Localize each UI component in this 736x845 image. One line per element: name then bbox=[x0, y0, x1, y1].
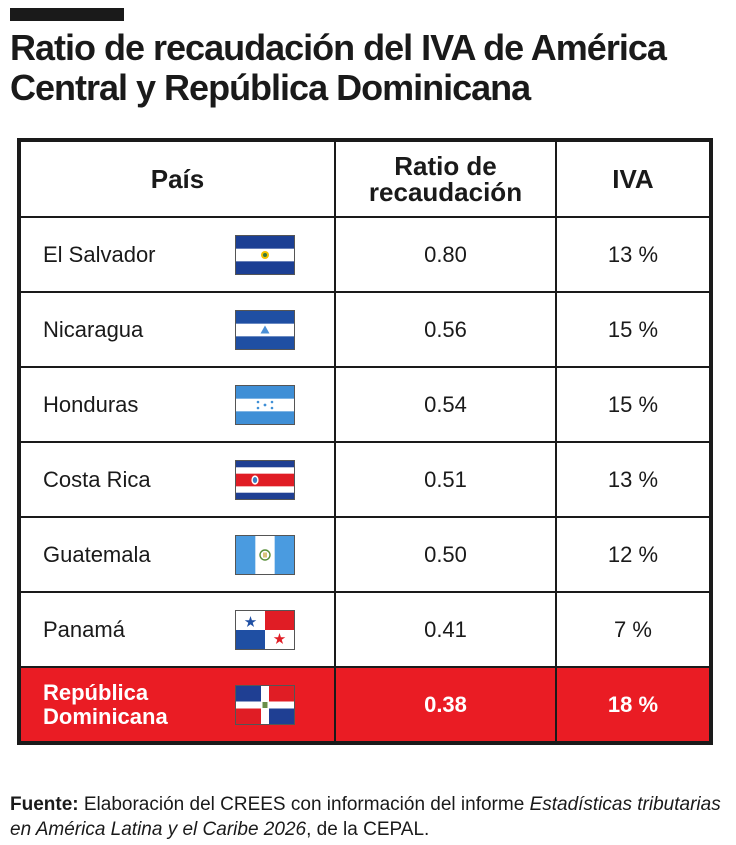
table-row: Panamá 0.41 7 % bbox=[18, 591, 712, 668]
country-cell: Honduras bbox=[18, 366, 336, 443]
table-header-row: País Ratio de recaudación IVA bbox=[18, 139, 712, 218]
column-header-country: País bbox=[18, 139, 336, 218]
el-salvador-flag-icon bbox=[235, 234, 295, 275]
country-cell: Panamá bbox=[18, 591, 336, 668]
dominican-republic-flag-icon bbox=[235, 684, 295, 725]
source-note: Fuente: Elaboración del CREES con inform… bbox=[10, 792, 726, 842]
country-cell: Guatemala bbox=[18, 516, 336, 593]
table-row: Costa Rica 0.51 13 % bbox=[18, 441, 712, 518]
column-header-ratio: Ratio de recaudación bbox=[334, 139, 557, 218]
ratio-cell: 0.51 bbox=[334, 441, 557, 518]
source-report-title: Estadísticas tributarias en América Lati… bbox=[10, 794, 721, 840]
source-text-before: Elaboración del CREES con información de… bbox=[78, 794, 530, 815]
ratio-cell: 0.38 bbox=[334, 666, 557, 744]
table-row-highlighted: República Dominicana 0.38 18 % bbox=[18, 666, 712, 744]
country-cell: Costa Rica bbox=[18, 441, 336, 518]
iva-cell: 13 % bbox=[555, 441, 712, 518]
ratio-cell: 0.80 bbox=[334, 216, 557, 293]
country-name: Honduras bbox=[43, 391, 139, 417]
iva-cell: 7 % bbox=[555, 591, 712, 668]
table-row: Honduras 0.54 15 % bbox=[18, 366, 712, 443]
table-row: El Salvador 0.80 13 % bbox=[18, 216, 712, 293]
iva-cell: 15 % bbox=[555, 366, 712, 443]
column-header-iva: IVA bbox=[555, 139, 712, 218]
honduras-flag-icon bbox=[235, 384, 295, 425]
country-name: Costa Rica bbox=[43, 466, 151, 492]
ratio-cell: 0.41 bbox=[334, 591, 557, 668]
top-accent-bar bbox=[10, 8, 124, 21]
data-table: País Ratio de recaudación IVA El Salvado… bbox=[17, 138, 713, 745]
country-name: Panamá bbox=[43, 616, 125, 642]
guatemala-flag-icon bbox=[235, 534, 295, 575]
country-cell: Nicaragua bbox=[18, 291, 336, 368]
iva-cell: 18 % bbox=[555, 666, 712, 744]
panama-flag-icon bbox=[235, 609, 295, 650]
country-cell: El Salvador bbox=[18, 216, 336, 293]
iva-cell: 13 % bbox=[555, 216, 712, 293]
ratio-cell: 0.56 bbox=[334, 291, 557, 368]
source-label: Fuente: bbox=[10, 794, 79, 815]
page-title: Ratio de recaudación del IVA de América … bbox=[10, 27, 667, 108]
costa-rica-flag-icon bbox=[235, 459, 295, 500]
source-text-after: , de la CEPAL. bbox=[306, 819, 430, 840]
country-name: República Dominicana bbox=[43, 679, 168, 729]
table-row: Guatemala 0.50 12 % bbox=[18, 516, 712, 593]
ratio-cell: 0.54 bbox=[334, 366, 557, 443]
country-name: Guatemala bbox=[43, 541, 151, 567]
iva-cell: 12 % bbox=[555, 516, 712, 593]
country-name: El Salvador bbox=[43, 241, 156, 267]
country-name: Nicaragua bbox=[43, 316, 144, 342]
table-row: Nicaragua 0.56 15 % bbox=[18, 291, 712, 368]
ratio-cell: 0.50 bbox=[334, 516, 557, 593]
iva-cell: 15 % bbox=[555, 291, 712, 368]
nicaragua-flag-icon bbox=[235, 309, 295, 350]
country-cell: República Dominicana bbox=[18, 666, 336, 744]
